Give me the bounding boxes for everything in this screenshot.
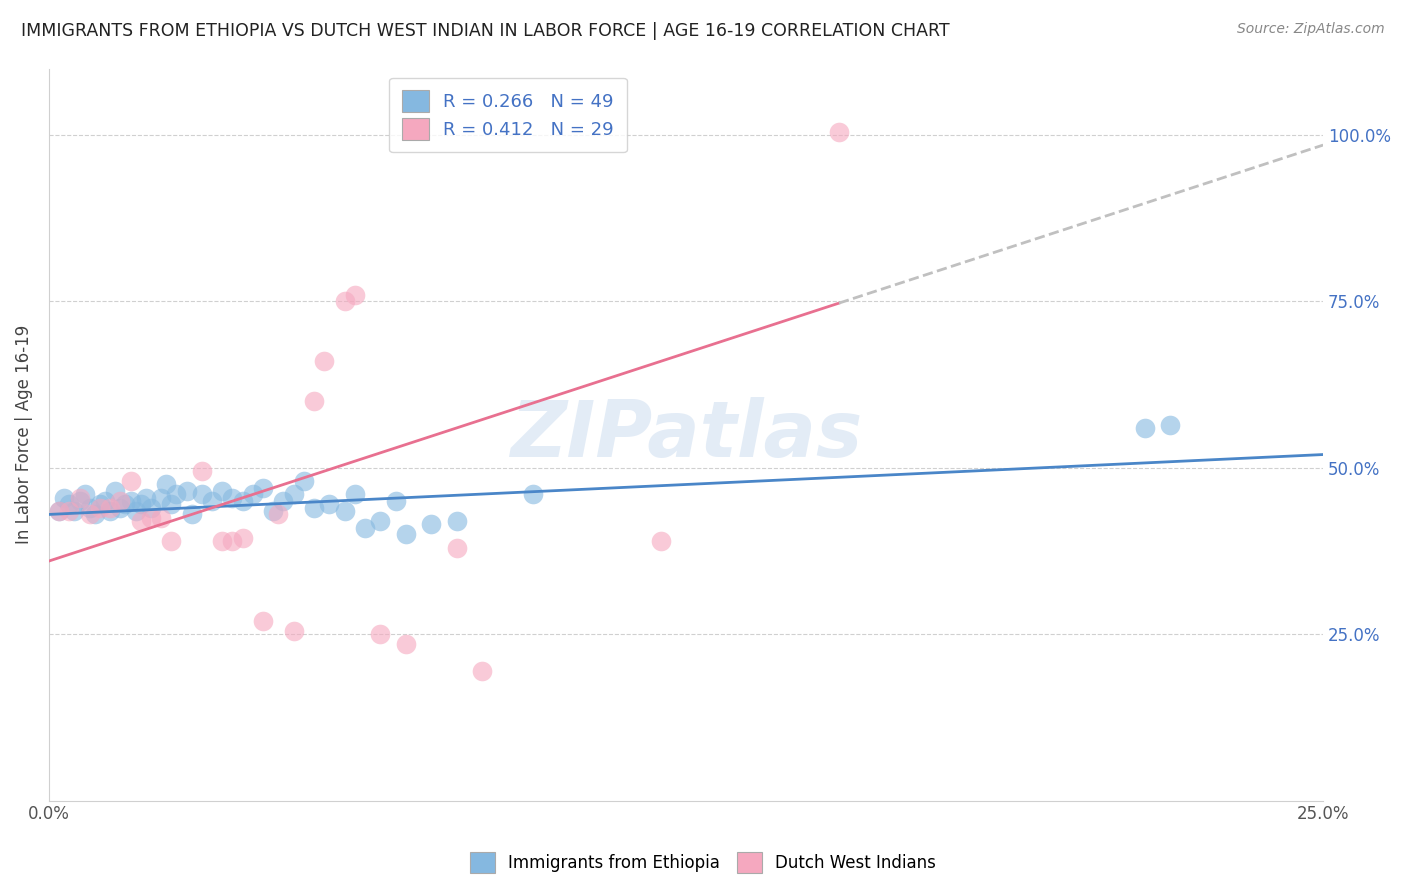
Point <box>69 494 91 508</box>
Point <box>94 494 117 508</box>
Point <box>98 504 121 518</box>
Point <box>343 287 366 301</box>
Point <box>446 541 468 555</box>
Point <box>160 534 183 549</box>
Point <box>165 487 187 501</box>
Point <box>48 504 70 518</box>
Point <box>114 498 136 512</box>
Point <box>79 500 101 515</box>
Point <box>211 534 233 549</box>
Point <box>252 614 274 628</box>
Point <box>221 534 243 549</box>
Y-axis label: In Labor Force | Age 16-19: In Labor Force | Age 16-19 <box>15 325 32 544</box>
Text: IMMIGRANTS FROM ETHIOPIA VS DUTCH WEST INDIAN IN LABOR FORCE | AGE 16-19 CORRELA: IMMIGRANTS FROM ETHIOPIA VS DUTCH WEST I… <box>21 22 949 40</box>
Point <box>120 494 142 508</box>
Point <box>58 498 80 512</box>
Point <box>828 125 851 139</box>
Point <box>302 500 325 515</box>
Point <box>232 531 254 545</box>
Point <box>368 514 391 528</box>
Point <box>283 624 305 638</box>
Point <box>354 521 377 535</box>
Point <box>139 500 162 515</box>
Point <box>395 637 418 651</box>
Point <box>110 500 132 515</box>
Point <box>650 534 672 549</box>
Point <box>155 477 177 491</box>
Point <box>104 484 127 499</box>
Point <box>262 504 284 518</box>
Text: ZIPatlas: ZIPatlas <box>510 397 862 473</box>
Point <box>395 527 418 541</box>
Point <box>343 487 366 501</box>
Point <box>283 487 305 501</box>
Point <box>420 517 443 532</box>
Point <box>120 474 142 488</box>
Point <box>314 354 336 368</box>
Point <box>83 508 105 522</box>
Point <box>48 504 70 518</box>
Point <box>58 504 80 518</box>
Point <box>124 504 146 518</box>
Point <box>471 664 494 678</box>
Point <box>73 487 96 501</box>
Point <box>318 498 340 512</box>
Point <box>292 474 315 488</box>
Point <box>180 508 202 522</box>
Point <box>160 498 183 512</box>
Point <box>191 487 214 501</box>
Point <box>89 500 111 515</box>
Point <box>252 481 274 495</box>
Point <box>63 504 86 518</box>
Point <box>150 510 173 524</box>
Point <box>129 498 152 512</box>
Point <box>1159 417 1181 432</box>
Point <box>522 487 544 501</box>
Point <box>384 494 406 508</box>
Point <box>368 627 391 641</box>
Point <box>79 508 101 522</box>
Point <box>333 504 356 518</box>
Point <box>129 514 152 528</box>
Point <box>176 484 198 499</box>
Point <box>191 464 214 478</box>
Point <box>135 491 157 505</box>
Point <box>110 494 132 508</box>
Point <box>89 498 111 512</box>
Legend: Immigrants from Ethiopia, Dutch West Indians: Immigrants from Ethiopia, Dutch West Ind… <box>464 846 942 880</box>
Point <box>211 484 233 499</box>
Text: Source: ZipAtlas.com: Source: ZipAtlas.com <box>1237 22 1385 37</box>
Point <box>1133 421 1156 435</box>
Point <box>267 508 290 522</box>
Point <box>221 491 243 505</box>
Point <box>333 294 356 309</box>
Point <box>232 494 254 508</box>
Legend: R = 0.266   N = 49, R = 0.412   N = 29: R = 0.266 N = 49, R = 0.412 N = 29 <box>389 78 627 153</box>
Point <box>242 487 264 501</box>
Point <box>302 394 325 409</box>
Point <box>201 494 224 508</box>
Point <box>446 514 468 528</box>
Point <box>98 500 121 515</box>
Point <box>69 491 91 505</box>
Point <box>150 491 173 505</box>
Point <box>273 494 295 508</box>
Point <box>139 510 162 524</box>
Point <box>53 491 76 505</box>
